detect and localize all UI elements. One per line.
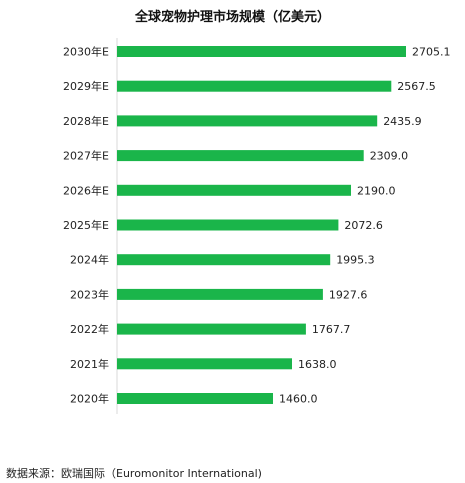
category-label: 2028年E bbox=[63, 114, 109, 128]
bar bbox=[117, 254, 331, 266]
bar bbox=[117, 184, 351, 196]
value-label: 2309.0 bbox=[370, 150, 409, 163]
source-note: 数据来源：欧瑞国际（Euromonitor International) bbox=[6, 467, 262, 480]
value-label: 1460.0 bbox=[279, 393, 318, 406]
value-label: 2190.0 bbox=[357, 184, 396, 197]
bar bbox=[117, 323, 306, 335]
value-label: 2435.9 bbox=[383, 115, 422, 128]
category-label: 2022年 bbox=[70, 322, 109, 336]
chart-title: 全球宠物护理市场规模（亿美元） bbox=[134, 10, 330, 25]
value-labels: 2705.1 2567.5 2435.9 2309.0 2190.0 2072.6 1995… bbox=[279, 46, 451, 406]
bar bbox=[117, 115, 378, 127]
category-label: 2025年E bbox=[63, 218, 109, 232]
bar bbox=[117, 150, 364, 162]
category-label: 2023年 bbox=[70, 287, 109, 301]
value-label: 1638.0 bbox=[298, 358, 337, 371]
value-label: 2705.1 bbox=[412, 46, 451, 59]
bar bbox=[117, 80, 392, 92]
bar bbox=[117, 358, 292, 370]
category-label: 2030年E bbox=[63, 45, 109, 59]
category-label: 2027年E bbox=[63, 149, 109, 163]
bar bbox=[117, 219, 339, 231]
bar bbox=[117, 288, 323, 300]
bar bbox=[117, 46, 406, 57]
value-label: 2567.5 bbox=[397, 80, 436, 93]
category-label: 2020年 bbox=[70, 392, 109, 406]
category-label: 2029年E bbox=[63, 79, 109, 93]
value-label: 1767.7 bbox=[312, 323, 351, 336]
value-label: 1927.6 bbox=[329, 288, 368, 301]
category-labels: 2030年E 2029年E 2028年E 2027年E 2026年E 2025年E 2024… bbox=[63, 45, 109, 406]
bars-group bbox=[117, 46, 406, 404]
category-label: 2024年 bbox=[70, 253, 109, 267]
value-label: 2072.6 bbox=[344, 219, 383, 232]
category-label: 2021年 bbox=[70, 357, 109, 371]
bar bbox=[117, 393, 273, 404]
category-label: 2026年E bbox=[63, 183, 109, 197]
value-label: 1995.3 bbox=[336, 254, 375, 267]
